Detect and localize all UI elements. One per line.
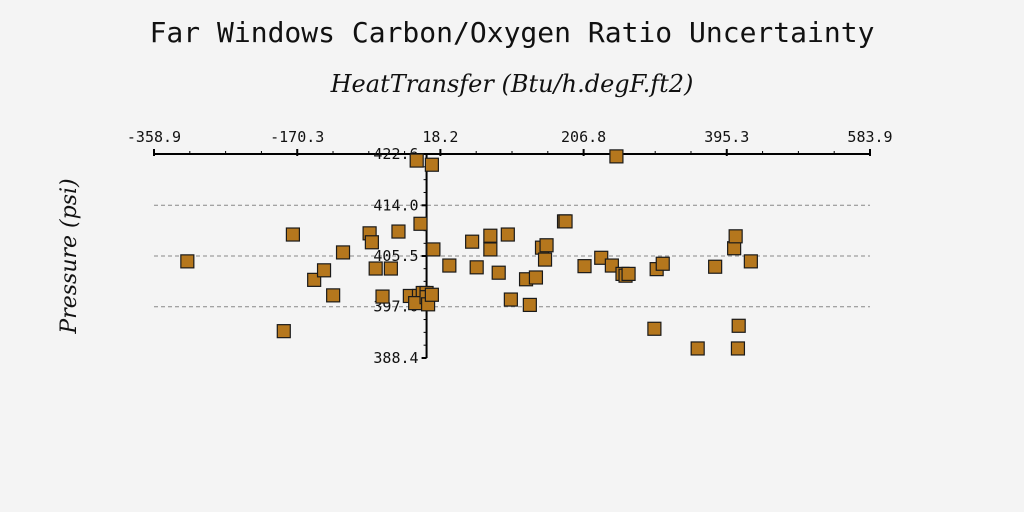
- data-point: [424, 157, 439, 172]
- data-point: [728, 229, 743, 244]
- data-point: [383, 261, 398, 276]
- data-point: [655, 256, 670, 271]
- data-point: [539, 238, 554, 253]
- data-point: [469, 260, 484, 275]
- data-point: [594, 250, 609, 265]
- data-point: [491, 265, 506, 280]
- data-point: [442, 258, 457, 273]
- x-tick-label: 206.8: [561, 128, 606, 146]
- data-point: [731, 318, 746, 333]
- y-tick-label: 422.6: [373, 145, 418, 163]
- data-point: [326, 288, 341, 303]
- data-point: [604, 258, 619, 273]
- data-point: [500, 227, 515, 242]
- data-point: [316, 263, 332, 278]
- y-tick-label: 388.4: [373, 349, 418, 367]
- axes: -358.9 -170.3 18.2 206.8 395.3 583.9388.4397.…: [127, 128, 893, 367]
- y-axis-label: Pressure (psi): [57, 178, 82, 334]
- data-point: [690, 341, 705, 356]
- data-point: [426, 242, 441, 257]
- data-point: [558, 214, 573, 229]
- data-point: [621, 266, 636, 281]
- data-point: [465, 234, 480, 249]
- chart-title: Far Windows Carbon/Oxygen Ratio Uncertai…: [150, 16, 875, 49]
- data-point: [368, 261, 383, 276]
- data-point: [727, 241, 742, 256]
- data-point: [483, 242, 498, 257]
- x-axis-label: HeatTransfer (Btu/h.degF.ft2): [330, 70, 694, 98]
- data-point: [647, 321, 662, 336]
- data-point: [537, 252, 553, 267]
- data-point: [409, 153, 424, 168]
- data-point: [708, 259, 723, 274]
- data-point: [577, 259, 592, 274]
- x-tick-label: 18.2: [422, 128, 458, 146]
- data-point: [180, 254, 195, 269]
- data-point: [522, 297, 537, 313]
- data-point: [730, 341, 746, 356]
- y-tick-label: 414.0: [373, 196, 418, 214]
- data-point: [335, 245, 351, 260]
- data-points: [180, 149, 758, 356]
- y-tick-label: 405.5: [373, 247, 418, 265]
- data-point: [391, 224, 406, 239]
- data-point: [528, 270, 544, 285]
- data-point: [364, 235, 379, 250]
- x-tick-label: -358.9: [127, 128, 181, 146]
- data-point: [743, 254, 758, 269]
- x-tick-label: 395.3: [704, 128, 749, 146]
- data-point: [276, 324, 291, 339]
- x-tick-label: 583.9: [847, 128, 892, 146]
- data-point: [503, 292, 518, 307]
- data-point: [375, 289, 390, 304]
- data-point: [483, 228, 498, 243]
- data-point: [424, 287, 439, 302]
- data-point: [413, 216, 428, 231]
- grid-lines: [154, 204, 870, 308]
- data-point: [609, 149, 624, 164]
- x-tick-label: -170.3: [270, 128, 324, 146]
- data-point: [285, 227, 301, 242]
